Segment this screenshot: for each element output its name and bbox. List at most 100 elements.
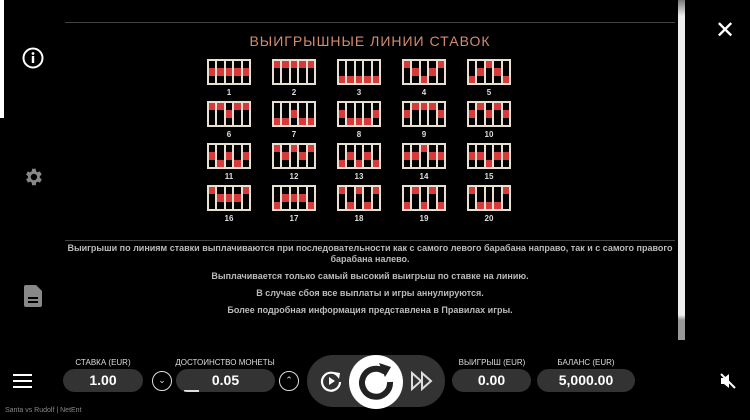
payline-cell-active xyxy=(290,61,298,69)
balance-label: БАЛАНС (EUR) xyxy=(557,358,615,367)
payline-pattern xyxy=(207,101,251,127)
payline-cell xyxy=(217,118,223,125)
payline-cell xyxy=(477,194,483,201)
coin-increase-chevron-up-icon[interactable]: ⌃ xyxy=(279,371,299,391)
payline-cell-active xyxy=(437,110,445,118)
info-icon[interactable] xyxy=(20,45,46,71)
menu-icon[interactable] xyxy=(13,374,32,388)
reel-column xyxy=(364,61,371,83)
payline-cell xyxy=(234,187,240,194)
reel-column xyxy=(372,61,380,83)
payline-cell-active xyxy=(307,201,315,209)
payline-cell xyxy=(429,110,435,117)
payline-cell-active xyxy=(477,103,484,111)
close-icon[interactable]: ✕ xyxy=(714,17,736,44)
reel-column xyxy=(225,103,233,125)
payline-cell xyxy=(291,68,297,75)
reel-column xyxy=(209,61,216,83)
payline-cell xyxy=(308,152,314,159)
payline-cell xyxy=(494,61,500,68)
payline-cell xyxy=(412,194,418,201)
payline-cell xyxy=(373,202,379,209)
payline: 4 xyxy=(402,59,446,97)
reel-column xyxy=(437,145,445,167)
reel-column xyxy=(225,61,233,83)
scrollbar[interactable] xyxy=(678,0,685,340)
coin-value[interactable]: 0.05 xyxy=(176,369,275,392)
payline: 11 xyxy=(207,143,251,181)
payline-pattern xyxy=(467,59,511,85)
payline-cell xyxy=(356,103,362,110)
payline-cell xyxy=(274,110,280,117)
payline-pattern xyxy=(467,185,511,211)
payline-cell-active xyxy=(299,152,306,160)
payline-cell xyxy=(282,103,288,110)
payline-cell xyxy=(503,202,509,209)
paytable-document-icon[interactable] xyxy=(20,283,46,309)
payline-cell xyxy=(494,118,500,125)
payline-cell-active xyxy=(299,194,306,202)
reel-column xyxy=(502,61,510,83)
payline-cell xyxy=(364,160,370,167)
payline-cell xyxy=(308,68,314,75)
reel-column xyxy=(339,103,346,125)
divider-bottom xyxy=(65,240,675,241)
reel-column xyxy=(355,187,363,209)
payline-cell xyxy=(209,110,215,117)
reel-column xyxy=(404,145,411,167)
payline-cell xyxy=(217,61,223,68)
payline-cell xyxy=(477,110,483,117)
payline-cell-active xyxy=(469,75,476,83)
payline-cell-active xyxy=(339,159,346,167)
payline-cell xyxy=(308,110,314,117)
bet-value[interactable]: 1.00 xyxy=(63,369,143,392)
autoplay-icon[interactable] xyxy=(318,368,344,399)
payline-cell xyxy=(438,160,444,167)
reel-column xyxy=(234,103,241,125)
reel-column xyxy=(282,103,289,125)
payline-cell xyxy=(477,187,483,194)
payline-cell-active xyxy=(290,194,298,202)
payline-cell xyxy=(226,118,232,125)
payline-cell xyxy=(503,194,509,201)
payline-cell xyxy=(429,61,435,68)
turbo-fast-forward-icon[interactable] xyxy=(410,370,434,396)
payline-cell xyxy=(469,194,475,201)
settings-gear-icon[interactable] xyxy=(20,164,46,190)
payline-cell xyxy=(282,76,288,83)
payline-cell-active xyxy=(347,75,354,83)
reel-column xyxy=(307,145,315,167)
spin-button[interactable] xyxy=(349,355,403,409)
payline-cell xyxy=(339,68,345,75)
payline-cell-active xyxy=(274,201,281,209)
payline-cell-active xyxy=(307,117,315,125)
payline-cell xyxy=(494,194,500,201)
payline-pattern xyxy=(337,101,381,127)
reel-column xyxy=(217,187,224,209)
payline-cell xyxy=(412,145,418,152)
payline-cell xyxy=(477,118,483,125)
payline-cell xyxy=(373,103,379,110)
payline-cell-active xyxy=(234,68,241,76)
payline-cell-active xyxy=(282,152,289,160)
payline-cell-active xyxy=(437,152,445,160)
payline-pattern xyxy=(207,143,251,169)
payline-cell xyxy=(412,118,418,125)
coin-decrease-chevron-down-icon[interactable]: ⌄ xyxy=(152,371,172,391)
payline-cell-active xyxy=(404,61,411,69)
reel-column xyxy=(274,145,281,167)
payline-cell xyxy=(421,194,427,201)
payline-cell-active xyxy=(217,159,224,167)
payline-cell xyxy=(347,160,353,167)
reel-column xyxy=(355,103,363,125)
payline-cell-active xyxy=(225,110,233,118)
reel-column xyxy=(429,145,436,167)
payline-cell xyxy=(421,187,427,194)
payline-cell xyxy=(486,76,492,83)
payline-cell xyxy=(291,76,297,83)
payline-pattern xyxy=(402,185,446,211)
payline-cell xyxy=(299,145,305,152)
payline-cell xyxy=(469,68,475,75)
payline-cell xyxy=(274,103,280,110)
sound-muted-icon[interactable] xyxy=(719,372,737,395)
